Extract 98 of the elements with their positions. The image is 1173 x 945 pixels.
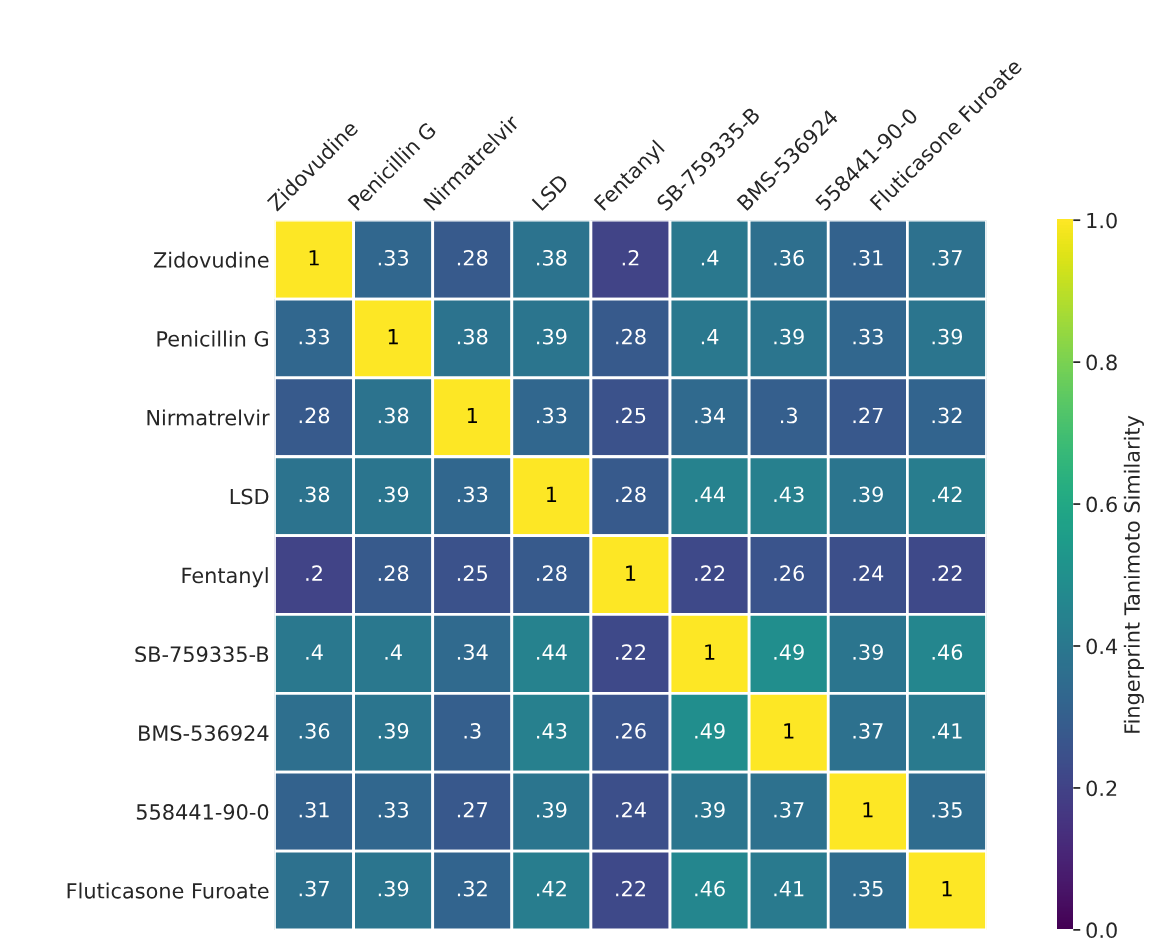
data-label: .4 [385,644,402,660]
data-label: .32 [457,880,487,897]
data-label: .33 [537,407,567,424]
data-label: .37 [853,723,883,739]
data-label: .35 [853,880,883,897]
data-label: .26 [774,565,804,582]
data-label: .39 [537,801,567,818]
data-label: .39 [853,644,883,660]
data-label: .4 [701,250,719,266]
data-label: 1 [863,802,873,818]
data-label: .3 [464,723,481,739]
data-label: .39 [774,328,804,345]
data-label: .28 [378,565,409,582]
data-label: .27 [853,407,883,424]
data-label: .34 [457,644,488,660]
y-tick-label: Nirmatrelvir [147,409,270,426]
data-label: 1 [547,486,557,502]
data-label: .42 [932,486,962,502]
y-tick-label: Fentanyl [182,567,268,588]
data-label: .39 [378,723,409,739]
data-label: .43 [774,486,804,503]
data-label: 1 [626,565,636,581]
data-label: .28 [616,328,646,345]
data-label: .22 [695,565,725,581]
data-label: .4 [306,644,323,660]
data-label: .33 [378,801,409,818]
data-label: .38 [457,328,488,345]
data-label: .27 [457,801,488,818]
y-tick-label: SB-759335-B [135,646,269,663]
color-bar-label: 1.0 [1087,212,1117,229]
data-label: .33 [853,328,883,345]
data-label: .39 [853,486,883,503]
data-label: .37 [774,801,804,818]
data-label: .2 [622,249,639,266]
data-label: .33 [378,249,409,266]
data-label: .24 [853,565,884,581]
y-tick-label: Zidovudine [153,251,269,268]
data-label: .41 [774,881,804,897]
data-label: .49 [695,723,725,739]
color-bar-label: 0.4 [1086,638,1118,655]
data-label: .39 [695,801,725,818]
data-label: .39 [932,328,963,345]
data-label: .38 [299,486,330,503]
data-label: .37 [299,880,329,897]
data-label: .3 [781,407,797,424]
data-label: .31 [299,801,329,818]
data-label: 1 [942,881,952,897]
data-label: .2 [306,565,322,581]
data-label: .35 [932,801,962,818]
data-label: .38 [537,249,567,266]
color-bar-label: 0.6 [1086,496,1117,513]
color-bar-label: 0.0 [1086,922,1117,939]
data-label: .39 [378,880,409,897]
data-label: .39 [378,486,409,503]
data-label: .49 [774,644,804,660]
data-label: .28 [457,249,488,266]
data-label: .28 [299,407,330,424]
color-bar-label: 0.8 [1086,354,1117,371]
data-label: .22 [616,644,645,660]
data-label: .34 [695,407,725,424]
data-label: .28 [537,565,567,582]
data-label: .46 [695,880,725,897]
data-label: .24 [616,801,646,818]
data-label: .26 [616,723,646,739]
data-label: .36 [774,249,804,266]
color-bar-label: 0.2 [1086,780,1117,797]
data-label: .37 [932,249,962,266]
data-label: .33 [299,328,329,345]
y-tick-label: LSD [230,488,269,505]
data-label: 1 [388,329,398,345]
color-bar-title: Fingerprint Tanimoto Similarity [1123,415,1144,733]
y-tick-label: Penicillin G [157,330,268,347]
data-label: .38 [378,407,409,424]
y-tick-label: 558441-90-0 [136,804,269,820]
data-label: 1 [467,407,477,424]
data-label: .22 [616,880,645,897]
y-tick-label: Fluticasone Furoate [67,882,269,899]
x-tick-label: LSD [531,173,570,212]
data-label: .39 [537,328,567,345]
data-label: .22 [932,565,962,581]
data-label: .32 [932,407,962,424]
data-label: .25 [457,565,488,582]
data-label: .44 [537,644,567,660]
data-label: .41 [932,723,962,739]
data-label: .46 [932,644,963,660]
data-label: .31 [853,249,883,266]
data-label: .42 [537,880,566,897]
data-label: .25 [616,407,646,424]
data-label: .43 [537,723,567,739]
data-label: .44 [695,486,725,502]
data-label: 1 [784,723,794,739]
data-label: .33 [457,486,488,503]
y-tick-label: BMS-536924 [139,725,269,741]
data-label: 1 [309,250,319,266]
data-label: 1 [705,644,715,660]
data-label: .4 [701,329,719,345]
data-label: .36 [299,723,330,739]
data-label: .28 [616,486,646,503]
